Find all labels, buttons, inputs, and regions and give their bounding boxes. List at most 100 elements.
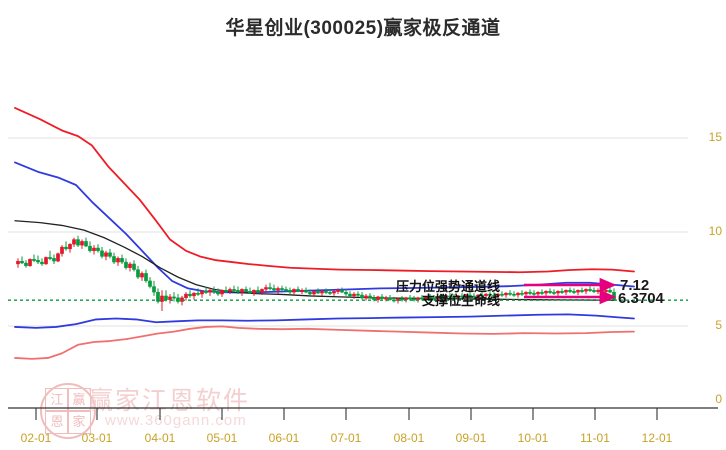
candle-body [40, 261, 44, 265]
candle-body [356, 293, 360, 296]
candle-body [552, 291, 556, 294]
y-axis-tick-label: 5 [715, 318, 722, 332]
seal-char-1: 赢 [67, 388, 91, 412]
candle-body [592, 290, 596, 292]
candle-body [124, 261, 128, 268]
gridlines-group [8, 137, 688, 327]
x-axis-group [8, 407, 718, 420]
candle-body [548, 291, 552, 293]
candle-body [68, 244, 72, 250]
candle-body [544, 291, 548, 294]
candle-body [108, 252, 112, 257]
candle-body [536, 291, 540, 295]
candle-body [464, 294, 468, 298]
candle-body [368, 295, 372, 299]
candle-body [432, 297, 436, 300]
candle-body [488, 293, 492, 296]
candle-body [208, 290, 212, 293]
candle-body [256, 290, 260, 293]
candle-body [112, 256, 116, 263]
candle-body [400, 298, 404, 301]
candle-body [104, 252, 108, 257]
candle-body [276, 288, 280, 291]
x-axis-tick-label: 12-01 [641, 431, 673, 445]
candle-body [352, 293, 356, 297]
chart-title: 华星创业(300025)赢家极反通道 [225, 18, 501, 39]
candle-body [160, 295, 164, 302]
candle-body [140, 273, 144, 278]
candle-body [36, 260, 40, 263]
candle-body [252, 290, 256, 294]
brand-watermark-text: 赢家江恩软件 [88, 387, 251, 415]
series-line [14, 107, 635, 274]
candle-body [376, 296, 380, 300]
candle-body [128, 263, 132, 268]
candle-body [60, 246, 64, 254]
candle-body [456, 295, 460, 299]
candle-body [584, 289, 588, 292]
seal-char-3: 家 [67, 410, 91, 434]
candle-body [200, 291, 204, 295]
candle-body [448, 295, 452, 298]
candle-body [236, 290, 240, 293]
candle-body [608, 290, 612, 293]
candle-body [196, 292, 200, 295]
x-axis-tick-label: 09-01 [455, 431, 487, 445]
candle-body [152, 286, 156, 293]
candle-body [516, 292, 520, 296]
candle-body [212, 290, 216, 293]
brand-seal-watermark: 江 赢 恩 家 [40, 383, 96, 439]
candle-body [292, 289, 296, 293]
candle-body [472, 295, 476, 298]
candle-body [344, 291, 348, 295]
candle-body [48, 257, 52, 259]
candle-body [284, 289, 288, 291]
x-axis-tick-label: 06-01 [268, 431, 300, 445]
candle-body [232, 289, 236, 291]
candle-body [576, 290, 580, 293]
candle-body [560, 291, 564, 293]
candle-body [324, 291, 328, 293]
candle-body [468, 294, 472, 297]
candle-body [528, 291, 532, 294]
candle-body [556, 291, 560, 294]
candle-body [444, 295, 448, 299]
x-axis-tick-label: 02-01 [20, 431, 52, 445]
y-axis-tick-label: 10 [708, 224, 722, 238]
candle-body [496, 293, 500, 297]
candle-body [568, 290, 572, 292]
price-tag-support: 6.3704 [618, 290, 664, 307]
candle-body [52, 258, 56, 262]
candle-body [580, 290, 584, 292]
candle-body [288, 290, 292, 293]
seal-char-2: 恩 [45, 410, 69, 434]
annotation-label-support: 支撑位生命线 [422, 293, 501, 308]
candle-body [100, 250, 104, 257]
candle-body [424, 296, 428, 299]
candle-body [476, 294, 480, 298]
candle-body [84, 241, 88, 247]
x-axis-tick-label: 07-01 [330, 431, 362, 445]
candle-body [120, 258, 124, 263]
candle-body [412, 298, 416, 301]
candle-body [72, 239, 76, 245]
candle-body [24, 262, 28, 267]
candle-body [296, 289, 300, 292]
candle-body [316, 291, 320, 294]
candle-body [264, 287, 268, 290]
url-watermark-text: www.360gann.com [105, 412, 247, 429]
candle-body [32, 259, 36, 261]
candle-body [320, 291, 324, 294]
candle-body [452, 296, 456, 299]
y-axis-tick-label: 0 [715, 392, 722, 406]
candle-body [420, 297, 424, 300]
candle-body [92, 247, 96, 251]
candle-body [332, 291, 336, 294]
candle-body [380, 296, 384, 299]
candle-body [436, 296, 440, 299]
candle-body [184, 293, 188, 299]
candle-body [136, 269, 140, 278]
candle-body [540, 291, 544, 294]
price-tag-resistance: 7.12 [620, 277, 650, 294]
